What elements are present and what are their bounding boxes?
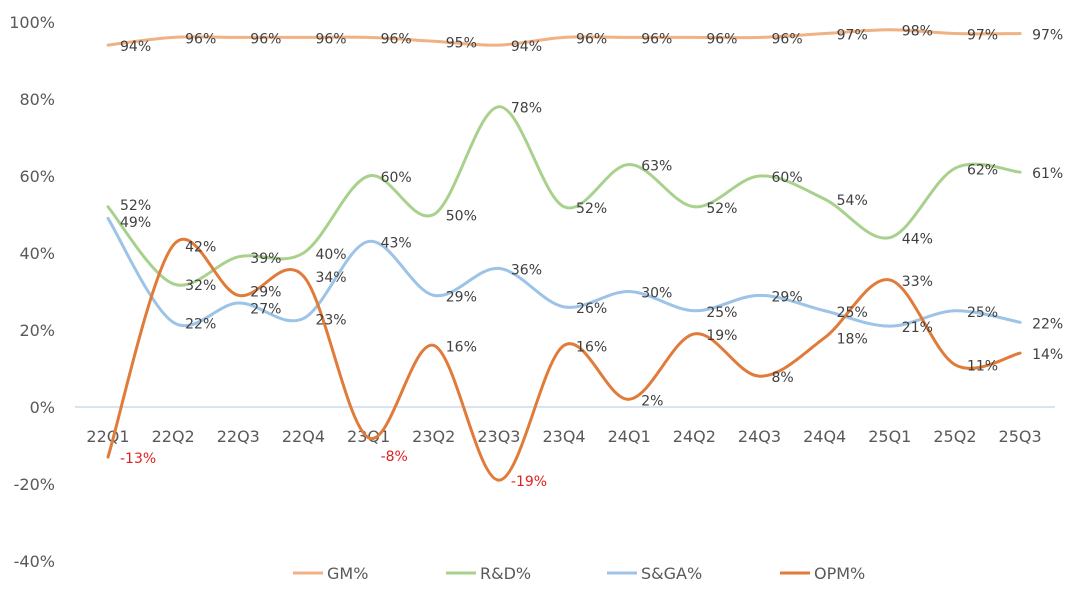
data-label-gm: 95% [446,35,477,51]
y-tick-label: -40% [14,552,55,571]
x-tick-label: 24Q1 [608,427,651,446]
data-label-gm: 94% [120,39,151,55]
data-label-gm: 96% [381,31,412,47]
data-label-opm: 14% [1032,347,1063,363]
data-label-sga: 23% [315,312,346,328]
data-label-gm: 97% [967,28,998,44]
data-label-opm: 8% [772,370,794,386]
data-label-rd: 52% [576,201,607,217]
data-label-rd: 52% [706,201,737,217]
data-label-rd: 52% [120,198,151,214]
data-label-rd: 32% [185,278,216,294]
data-label-sga: 25% [706,305,737,321]
x-tick-label: 25Q1 [868,427,911,446]
x-tick-label: 22Q1 [86,427,129,446]
data-label-rd: 44% [902,232,933,248]
data-label-gm: 96% [576,31,607,47]
y-tick-label: 0% [30,398,55,417]
data-label-sga: 25% [967,305,998,321]
data-label-sga: 49% [120,215,151,231]
x-tick-label: 24Q3 [738,427,781,446]
data-label-rd: 63% [641,158,672,174]
data-label-opm: 16% [576,339,607,355]
legend-label-sga: S&GA% [641,564,702,583]
legend: GM% R&D% S&GA% OPM% [293,564,865,583]
y-tick-label: 20% [19,321,55,340]
data-label-sga: 29% [772,289,803,305]
y-tick-label: 80% [19,90,55,109]
data-label-sga: 30% [641,286,672,302]
x-tick-label: 22Q3 [217,427,260,446]
x-tick-label: 24Q4 [803,427,846,446]
data-label-gm: 98% [902,24,933,40]
data-label-opm: 11% [967,359,998,375]
data-label-opm: -19% [511,474,547,490]
data-label-rd: 54% [837,193,868,209]
y-axis: 100% 80% 60% 40% 20% 0% -20% -40% [9,13,55,571]
x-axis: 22Q1 22Q2 22Q3 22Q4 23Q1 23Q2 23Q3 23Q4 24Q1 24Q2… [75,406,1055,446]
data-label-opm: -13% [120,451,156,467]
data-label-opm: 19% [706,328,737,344]
legend-label-rd: R&D% [480,564,531,583]
data-label-gm: 96% [706,31,737,47]
data-label-rd: 60% [772,170,803,186]
data-label-rd: 78% [511,101,542,117]
series-lines [106,28,1022,482]
x-tick-label: 23Q2 [412,427,455,446]
data-label-gm: 97% [837,28,868,44]
y-tick-label: 100% [9,13,55,32]
data-label-opm: 42% [185,239,216,255]
legend-label-opm: OPM% [814,564,865,583]
data-labels: 94% 96% 96% 96% 96% 95% 94% 96% 96% 96% 96% 97% 98% 9… [120,24,1063,490]
data-label-gm: 96% [641,31,672,47]
data-label-rd: 62% [967,162,998,178]
data-label-sga: 29% [446,289,477,305]
data-label-gm: 97% [1032,28,1063,44]
data-label-rd: 61% [1032,166,1063,182]
x-tick-label: 22Q2 [152,427,195,446]
data-label-opm: 34% [315,270,346,286]
data-label-rd: 39% [250,251,281,267]
data-label-opm: 18% [837,332,868,348]
data-label-gm: 96% [250,31,281,47]
data-label-opm: -8% [381,449,408,465]
x-tick-label: 22Q4 [282,427,325,446]
series-line-opm [106,237,1022,482]
data-label-sga: 22% [185,316,216,332]
data-label-gm: 94% [511,39,542,55]
data-label-gm: 96% [185,31,216,47]
data-label-rd: 60% [381,170,412,186]
y-tick-label: 60% [19,167,55,186]
data-label-sga: 22% [1032,316,1063,332]
data-label-gm: 96% [772,31,803,47]
data-label-sga: 26% [576,301,607,317]
x-tick-label: 25Q3 [999,427,1042,446]
data-label-gm: 96% [315,31,346,47]
data-label-sga: 36% [511,262,542,278]
series-line-rd [106,105,1022,287]
legend-label-gm: GM% [327,564,368,583]
x-tick-label: 23Q4 [542,427,585,446]
data-label-opm: 2% [641,393,663,409]
x-tick-label: 24Q2 [673,427,716,446]
data-label-opm: 29% [250,285,281,301]
series-line-sga [106,216,1022,328]
data-label-sga: 21% [902,320,933,336]
series-line-gm [106,28,1022,47]
y-tick-label: -20% [14,475,55,494]
y-tick-label: 40% [19,244,55,263]
data-label-rd: 50% [446,209,477,225]
data-label-sga: 27% [250,302,281,318]
x-tick-label: 25Q2 [933,427,976,446]
data-label-sga: 43% [381,235,412,251]
data-label-rd: 40% [315,247,346,263]
data-label-sga: 25% [837,305,868,321]
x-tick-label: 23Q3 [477,427,520,446]
data-label-opm: 16% [446,339,477,355]
data-label-opm: 33% [902,274,933,290]
